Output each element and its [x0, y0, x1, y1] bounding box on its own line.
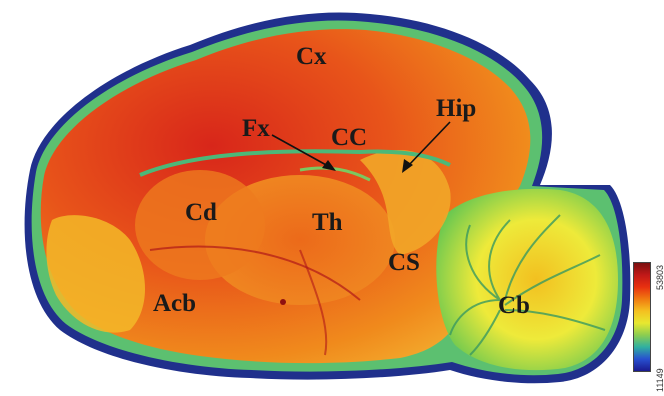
- fx-arrow: [271, 134, 336, 171]
- corpus-callosum: [139, 149, 451, 177]
- colorbar: [633, 262, 651, 372]
- fornix-line: [299, 166, 371, 182]
- label-cx: Cx: [296, 43, 327, 70]
- label-cs: CS: [388, 249, 420, 276]
- vessel-trace: [149, 245, 361, 301]
- colorbar-min-label: 11149: [655, 368, 664, 392]
- colorbar-max-label: 53803: [655, 264, 664, 290]
- cerebellar-folia: [449, 214, 606, 356]
- label-acb: Acb: [153, 290, 197, 317]
- label-hip: Hip: [436, 95, 477, 122]
- label-cc: CC: [331, 124, 368, 151]
- label-cb: Cb: [498, 292, 530, 319]
- label-th: Th: [312, 209, 343, 236]
- dark-spot: [280, 299, 286, 305]
- label-fx: Fx: [242, 115, 270, 142]
- hippocampus: [360, 150, 451, 255]
- vessel-trace-2: [299, 249, 328, 356]
- striatum: [135, 170, 265, 280]
- cerebellum: [436, 188, 618, 371]
- hip-arrow: [402, 121, 451, 173]
- olfactory-region: [46, 215, 145, 333]
- label-cd: Cd: [185, 199, 217, 226]
